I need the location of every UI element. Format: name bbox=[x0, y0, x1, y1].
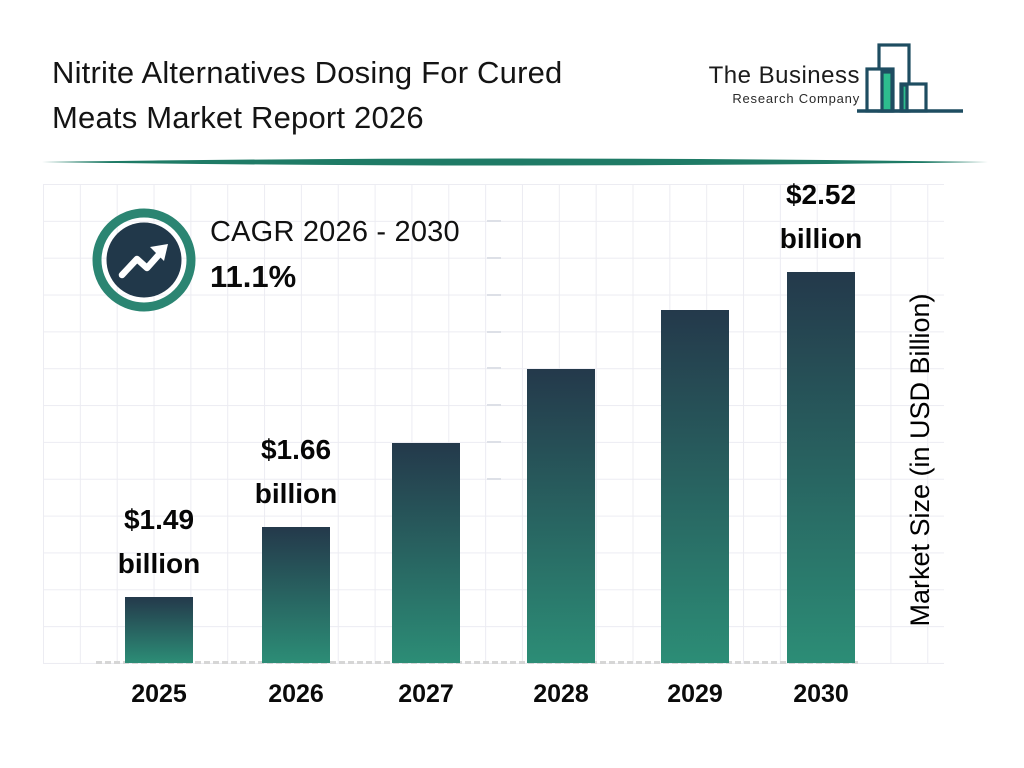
value-label-2026: $1.66 billion bbox=[216, 428, 376, 516]
y-axis-tick bbox=[487, 367, 501, 370]
y-axis-tick bbox=[487, 477, 501, 480]
bar-2029 bbox=[661, 310, 729, 663]
bar-2027 bbox=[392, 443, 460, 663]
value-label-unit: billion bbox=[254, 478, 338, 509]
page-title-line2: Meats Market Report 2026 bbox=[52, 100, 424, 135]
y-axis-label: Market Size (in USD Billion) bbox=[905, 293, 935, 627]
x-axis-label-2027: 2027 bbox=[398, 680, 454, 708]
value-label-2030: $2.52 billion bbox=[741, 173, 901, 261]
y-axis-tick bbox=[487, 330, 501, 333]
value-label-unit: billion bbox=[779, 223, 863, 254]
company-name: The Business bbox=[708, 62, 860, 89]
x-axis-label-2025: 2025 bbox=[131, 680, 187, 708]
bar-2028 bbox=[527, 369, 595, 663]
company-logo-skyline-icon bbox=[857, 43, 963, 113]
value-label-amount: $1.66 bbox=[260, 434, 332, 465]
y-axis-tick bbox=[487, 441, 501, 444]
bar-2025 bbox=[125, 597, 193, 663]
page-title-line1: Nitrite Alternatives Dosing For Cured bbox=[52, 55, 563, 90]
value-label-amount: $2.52 bbox=[785, 179, 857, 210]
x-axis-baseline bbox=[96, 661, 858, 664]
bar-2026 bbox=[262, 527, 330, 663]
company-subname: Research Company bbox=[732, 91, 860, 106]
y-axis-tick bbox=[487, 293, 501, 296]
y-axis-tick bbox=[487, 220, 501, 222]
cagr-value: 11.1% bbox=[210, 259, 297, 294]
cagr-badge bbox=[92, 208, 196, 312]
x-axis-label-2026: 2026 bbox=[268, 680, 324, 708]
cagr-text-block: CAGR 2026 - 2030 11.1% bbox=[210, 216, 460, 295]
divider-line bbox=[42, 158, 988, 166]
x-axis-label-2030: 2030 bbox=[793, 680, 849, 708]
page-title: Nitrite Alternatives Dosing For Cured Me… bbox=[52, 50, 562, 140]
value-label-2025: $1.49 billion bbox=[79, 498, 239, 586]
cagr-period-label: CAGR 2026 - 2030 bbox=[210, 216, 460, 248]
value-label-unit: billion bbox=[117, 548, 201, 579]
trending-up-icon bbox=[118, 244, 168, 279]
value-label-amount: $1.49 bbox=[123, 504, 195, 535]
x-axis-label-2028: 2028 bbox=[533, 680, 589, 708]
bar-2030 bbox=[787, 272, 855, 663]
x-axis-label-2029: 2029 bbox=[667, 680, 723, 708]
y-axis-tick bbox=[487, 404, 501, 407]
y-axis-tick bbox=[487, 256, 501, 259]
company-logo-text: The Business Research Company bbox=[640, 62, 860, 106]
